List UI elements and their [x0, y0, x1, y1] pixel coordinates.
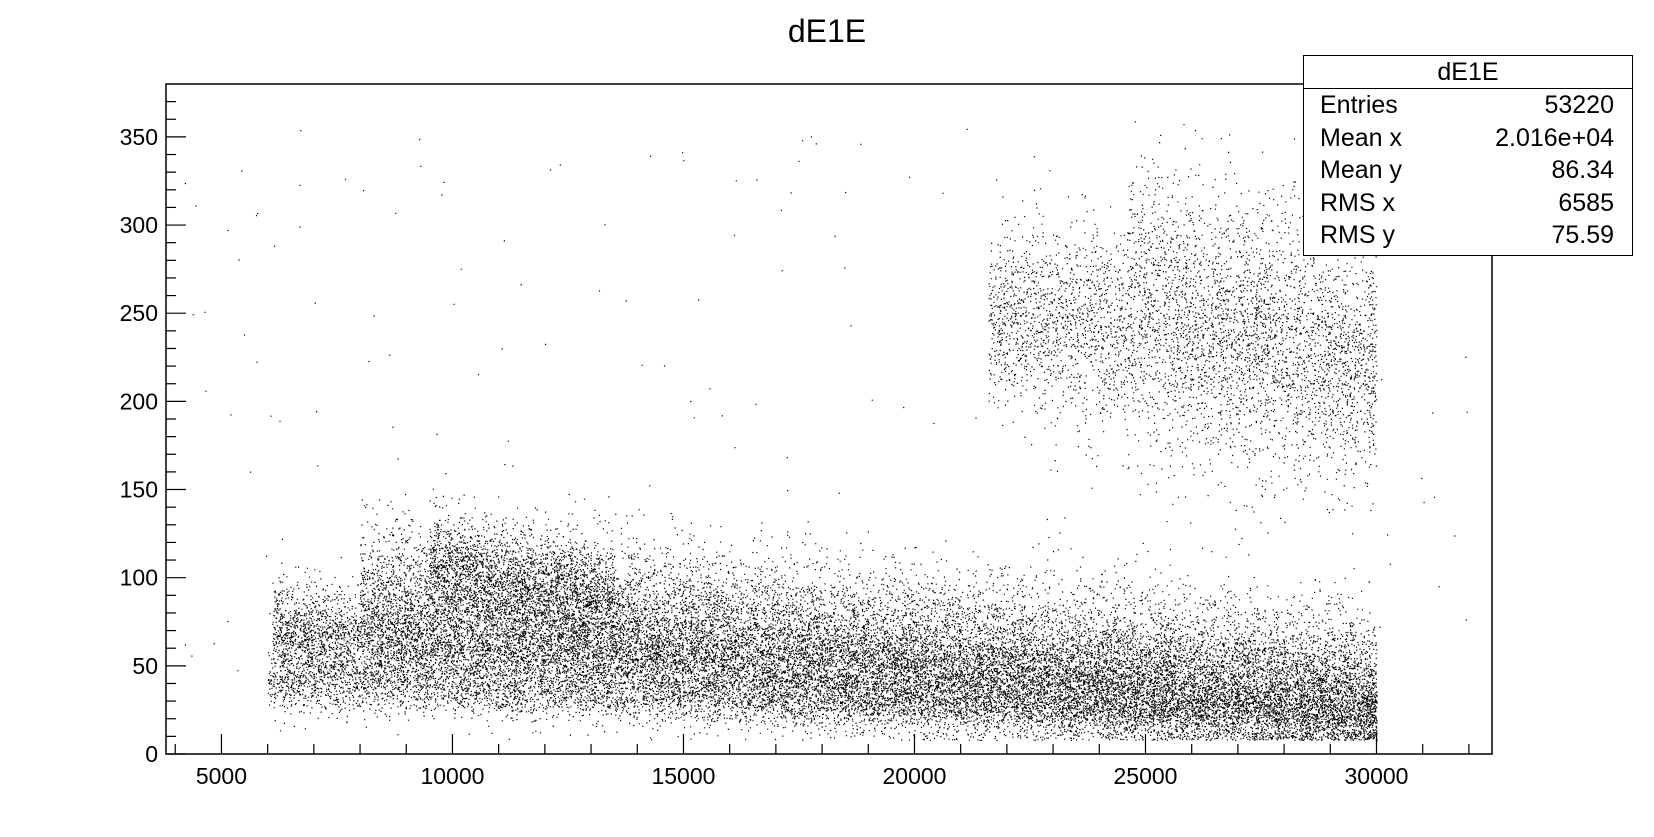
x-tick-label: 30000	[1345, 763, 1409, 789]
stats-row-rms-x: RMS x 6585	[1304, 187, 1632, 220]
scatter-cluster-4	[988, 156, 1129, 489]
stats-label: RMS x	[1320, 188, 1395, 217]
stats-value: 75.59	[1551, 221, 1614, 249]
stats-value: 86.34	[1551, 156, 1614, 184]
y-tick-label: 250	[120, 300, 158, 326]
stats-label: Mean y	[1320, 156, 1402, 184]
scatter-cluster-3	[267, 642, 1378, 741]
scatter-points-layer	[184, 121, 1468, 742]
x-tick-label: 5000	[196, 763, 247, 789]
y-tick-label: 350	[120, 124, 158, 150]
stats-value: 6585	[1558, 188, 1614, 217]
scatter-outliers	[184, 128, 1468, 738]
x-tick-label: 10000	[420, 763, 484, 789]
stats-label: Mean x	[1320, 123, 1402, 152]
y-tick-label: 150	[120, 477, 158, 503]
stats-title: dE1E	[1304, 56, 1632, 89]
plot-frame	[165, 83, 1493, 755]
y-tick-label: 200	[120, 388, 158, 414]
y-tick-label: 300	[120, 212, 158, 238]
y-tick-label: 100	[120, 565, 158, 591]
x-tick-label: 15000	[651, 763, 715, 789]
axis-ticks-layer: 5000 10000 15000 20000 25000 30000 0 50 100 150 20…	[120, 101, 1470, 789]
scatter-cluster-0	[272, 556, 1378, 742]
chart-title: dE1E	[788, 13, 866, 49]
stats-label: Entries	[1320, 91, 1398, 119]
x-tick-label: 20000	[882, 763, 946, 789]
stats-row-rms-y: RMS y 75.59	[1304, 219, 1632, 252]
stats-row-entries: Entries 53220	[1304, 89, 1632, 122]
stats-row-mean-x: Mean x 2.016e+04	[1304, 122, 1632, 155]
scatter-cluster-2	[429, 488, 616, 662]
y-tick-label: 50	[132, 653, 158, 679]
y-tick-label: 0	[145, 741, 158, 767]
stats-row-mean-y: Mean y 86.34	[1304, 154, 1632, 187]
stats-box: dE1E Entries 53220 Mean x 2.016e+04 Mean…	[1303, 55, 1633, 256]
stats-value: 53220	[1544, 91, 1614, 119]
x-tick-label: 25000	[1114, 763, 1178, 789]
stats-value: 2.016e+04	[1495, 123, 1614, 152]
stats-label: RMS y	[1320, 221, 1395, 249]
